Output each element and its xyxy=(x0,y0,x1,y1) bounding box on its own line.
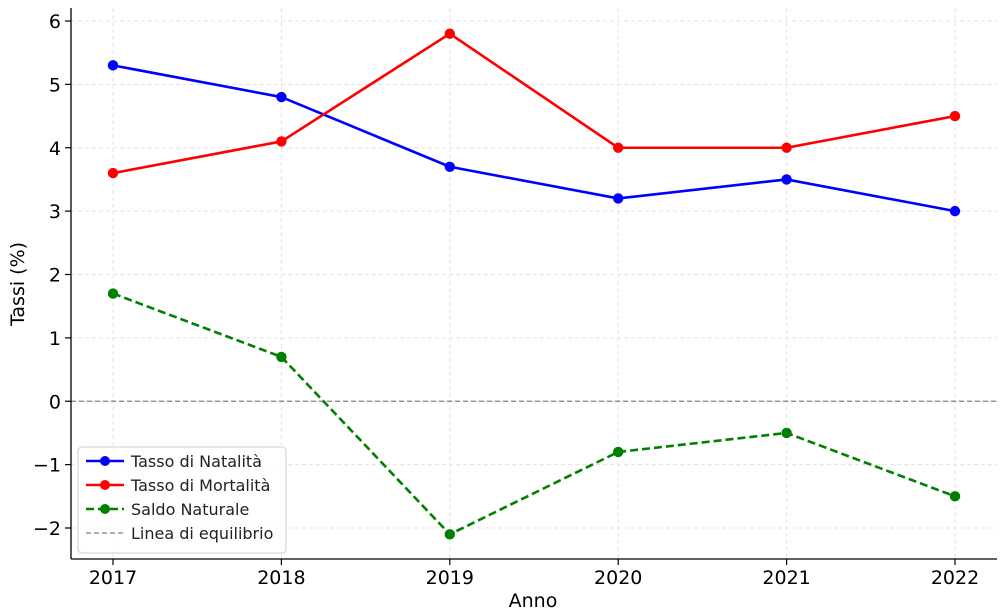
data-point-saldo-naturale xyxy=(613,446,624,458)
data-point-saldo-naturale xyxy=(781,427,792,439)
legend-box xyxy=(77,446,287,554)
legend: Tasso di Natalità Tasso di Mortalità Saldo… xyxy=(77,446,287,554)
data-point-tasso-di-natalit xyxy=(444,161,455,172)
data-point-tasso-di-natalit xyxy=(276,91,287,103)
data-point-saldo-naturale xyxy=(444,529,455,540)
x-tick-label: 2019 xyxy=(426,567,474,589)
x-tick-label: 2022 xyxy=(931,567,979,589)
x-tick-label: 2018 xyxy=(257,567,305,589)
y-tick-label: −1 xyxy=(33,455,61,477)
data-point-tasso-di-mortalit xyxy=(107,167,119,179)
series-line-tasso-di-mortalit xyxy=(112,32,956,175)
data-point-saldo-naturale xyxy=(949,491,961,502)
y-tick-labels: −2 −1 0 1 2 3 4 5 6 xyxy=(33,11,71,540)
y-tick-label: 4 xyxy=(49,138,61,160)
x-tick-label: 2021 xyxy=(762,567,810,589)
y-tick-label: −2 xyxy=(33,518,61,540)
legend-swatch-marker xyxy=(100,504,110,514)
y-tick-label: 1 xyxy=(49,328,61,350)
legend-label: Tasso di Mortalità xyxy=(130,476,270,495)
series-line-tasso-di-natalit xyxy=(112,64,956,213)
y-tick-label: 2 xyxy=(49,265,61,287)
data-point-tasso-di-natalit xyxy=(613,193,624,204)
data-point-tasso-di-mortalit xyxy=(444,28,455,39)
data-point-saldo-naturale xyxy=(107,288,119,299)
legend-swatch-marker xyxy=(100,456,110,466)
data-point-tasso-di-mortalit xyxy=(781,142,792,153)
series-group xyxy=(107,28,961,540)
y-tick-label: 5 xyxy=(49,74,61,96)
data-point-tasso-di-natalit xyxy=(781,174,792,185)
x-tick-label: 2020 xyxy=(594,567,642,589)
data-point-tasso-di-mortalit xyxy=(613,142,624,153)
data-point-tasso-di-natalit xyxy=(107,60,119,71)
series-line-saldo-naturale xyxy=(112,292,956,536)
x-tick-labels: 2017 2018 2019 2020 2021 2022 xyxy=(89,559,979,589)
y-tick-label: 3 xyxy=(49,201,61,223)
data-point-tasso-di-mortalit xyxy=(949,110,961,122)
y-axis-title: Tassi (%) xyxy=(7,242,29,327)
y-tick-label: 0 xyxy=(49,391,61,413)
y-tick-label: 6 xyxy=(49,11,61,33)
axes xyxy=(70,8,997,560)
x-axis-title: Anno xyxy=(509,590,558,612)
x-tick-label: 2017 xyxy=(89,567,137,589)
data-point-saldo-naturale xyxy=(276,351,287,363)
legend-label: Linea di equilibrio xyxy=(131,524,273,543)
legend-swatch-marker xyxy=(100,480,110,490)
legend-label: Tasso di Natalità xyxy=(130,452,262,471)
data-point-tasso-di-natalit xyxy=(949,205,961,217)
legend-label: Saldo Naturale xyxy=(131,500,249,519)
data-point-tasso-di-mortalit xyxy=(276,136,287,147)
